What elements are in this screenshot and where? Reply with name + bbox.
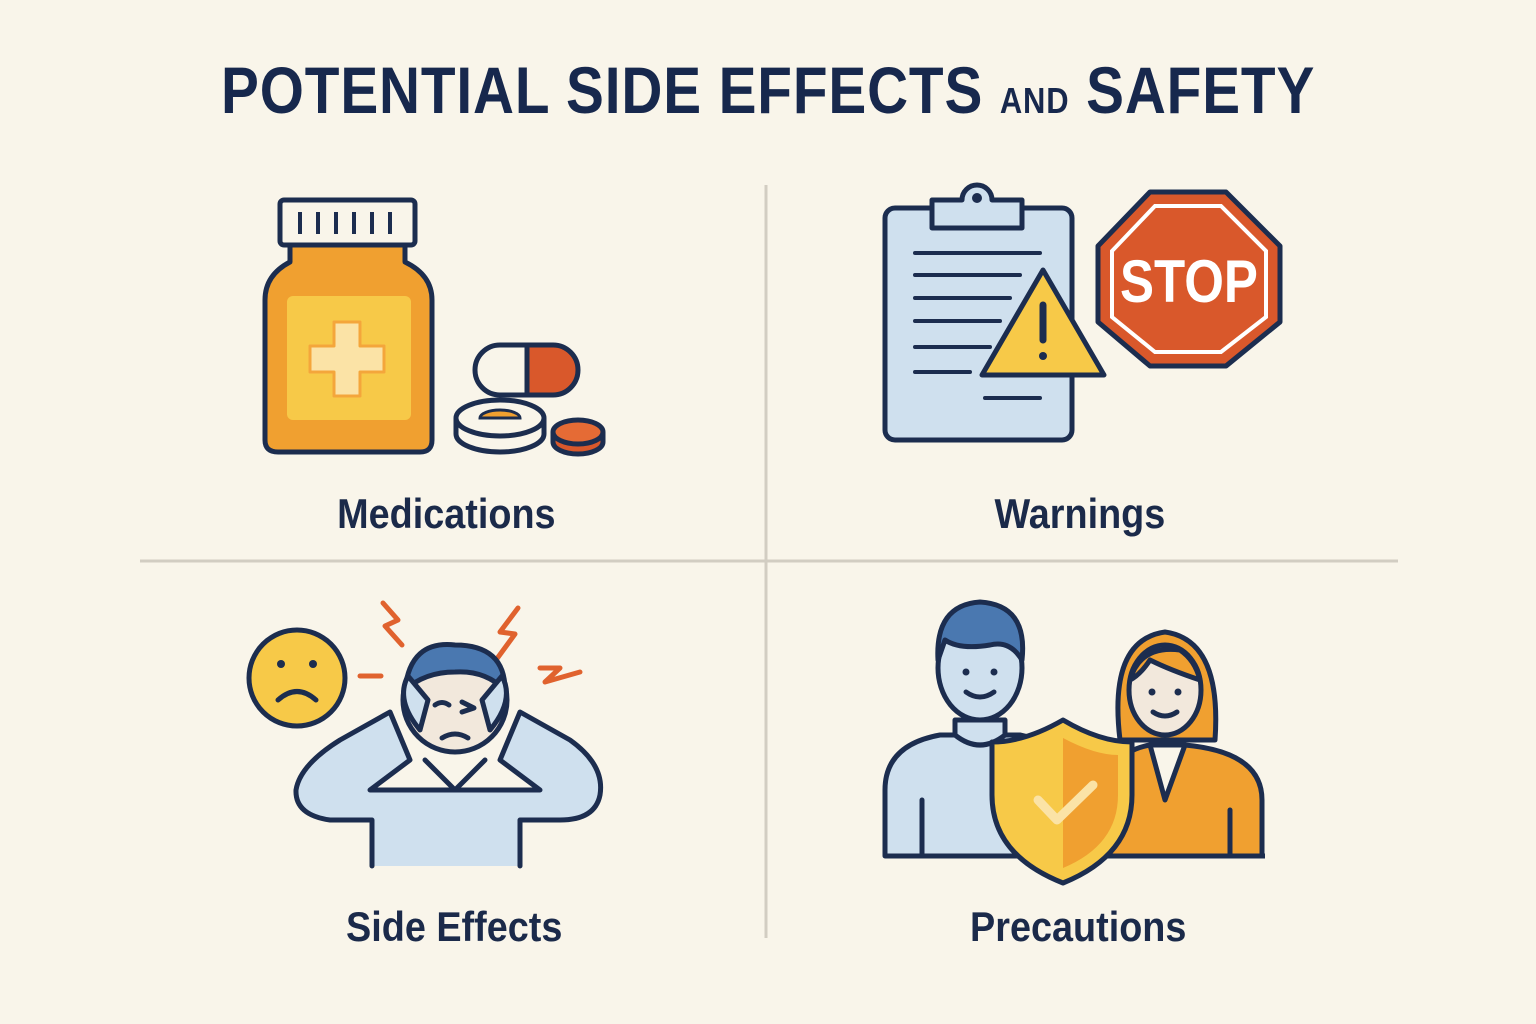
panel-label-warnings: Warnings <box>830 490 1330 538</box>
warnings-label: Warnings <box>994 490 1166 537</box>
title-part1: POTENTIAL SIDE EFFECTS <box>220 53 984 127</box>
medicine-bottle-icon <box>262 197 435 455</box>
panel-label-side-effects: Side Effects <box>204 903 704 951</box>
page-title: POTENTIAL SIDE EFFECTS AND SAFETY <box>0 52 1536 128</box>
sad-face-icon <box>246 627 348 729</box>
warning-triangle-icon <box>979 267 1107 378</box>
lightning-bolts-icon <box>357 600 583 685</box>
side-effects-label: Side Effects <box>345 903 563 950</box>
title-part2: SAFETY <box>1085 53 1316 127</box>
stop-sign-text: STOP <box>1120 248 1258 315</box>
stop-sign-icon: STOP <box>1095 189 1283 369</box>
person-headache-icon <box>293 642 604 869</box>
dividers <box>140 185 1398 938</box>
clipboard-icon <box>882 182 1075 443</box>
panel-label-medications: Medications <box>196 490 696 538</box>
woman-icon <box>1107 629 1265 859</box>
title-connector: AND <box>999 80 1070 121</box>
medications-label: Medications <box>336 490 556 537</box>
precautions-label: Precautions <box>969 903 1187 950</box>
pills-icon <box>453 342 606 457</box>
shield-check-icon <box>989 717 1135 886</box>
panel-label-precautions: Precautions <box>828 903 1328 951</box>
